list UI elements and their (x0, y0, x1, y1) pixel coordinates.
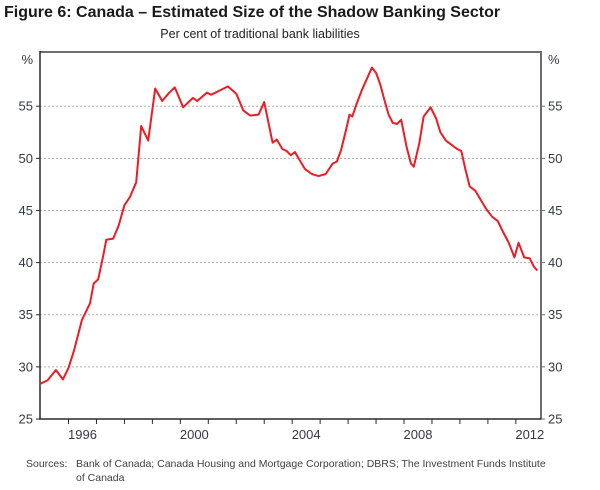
y-tick-label-left: 55 (19, 99, 33, 114)
line-chart: 25 25 30 30 35 35 40 40 45 45 50 50 55 55% % 1996 2000 20… (19, 51, 562, 442)
y-tick-label-right: 25 (548, 412, 562, 427)
x-tick-label: 2004 (292, 427, 321, 442)
y-tick-label-left: 45 (19, 203, 33, 218)
y-tick-label-right: 55 (548, 99, 562, 114)
data-line-shadow-banking (39, 66, 538, 385)
sources-text: Bank of Canada; Canada Housing and Mortg… (76, 458, 586, 485)
y-unit-label-left: % (21, 52, 33, 67)
x-tick-label: 1996 (68, 427, 97, 442)
y-tick-label-right: 35 (548, 307, 562, 322)
figure-subtitle: Per cent of traditional bank liabilities (160, 27, 360, 41)
y-tick-label-left: 25 (19, 412, 33, 427)
y-tick-label-left: 30 (19, 359, 33, 374)
x-tick-label: 2008 (404, 427, 433, 442)
sources-label: Sources: (26, 458, 68, 470)
figure-sources: Sources: Bank of Canada; Canada Housing … (26, 458, 586, 485)
y-tick-label-right: 45 (548, 203, 562, 218)
y-unit-label-right: % (548, 52, 560, 67)
sources-line1: Bank of Canada; Canada Housing and Mortg… (76, 458, 546, 470)
sources-line2: of Canada (76, 471, 125, 484)
y-tick-label-left: 35 (19, 307, 33, 322)
x-tick-label: 2000 (180, 427, 209, 442)
x-tick-label: 2012 (515, 427, 544, 442)
y-tick-label-left: 40 (19, 255, 33, 270)
y-tick-label-right: 30 (548, 359, 562, 374)
figure-title: Figure 6: Canada – Estimated Size of the… (4, 4, 501, 21)
y-tick-label-left: 50 (19, 151, 33, 166)
y-tick-label-right: 40 (548, 255, 562, 270)
y-tick-label-right: 50 (548, 151, 562, 166)
